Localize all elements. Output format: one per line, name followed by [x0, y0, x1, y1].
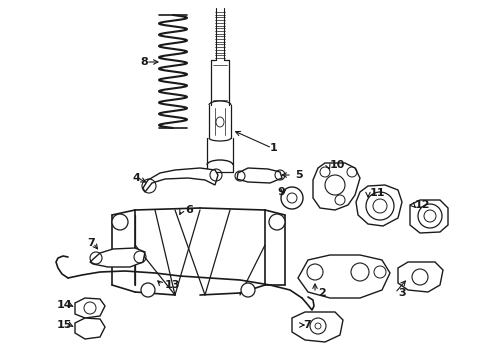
Polygon shape [298, 255, 390, 298]
Circle shape [241, 283, 255, 297]
Polygon shape [143, 168, 218, 192]
Text: 2: 2 [318, 288, 326, 298]
Circle shape [269, 214, 285, 230]
Text: 6: 6 [185, 205, 193, 215]
Polygon shape [75, 318, 105, 339]
Text: 11: 11 [370, 188, 386, 198]
Polygon shape [90, 248, 145, 267]
Text: 10: 10 [330, 160, 345, 170]
Text: 3: 3 [398, 288, 406, 298]
Polygon shape [398, 262, 443, 292]
Circle shape [141, 283, 155, 297]
Text: 12: 12 [415, 200, 431, 210]
Circle shape [112, 214, 128, 230]
Text: 15: 15 [57, 320, 72, 330]
Text: 4: 4 [132, 173, 140, 183]
Text: 7: 7 [303, 320, 311, 330]
Polygon shape [356, 185, 402, 226]
Polygon shape [292, 312, 343, 342]
Text: 1: 1 [270, 143, 278, 153]
Text: 13: 13 [165, 280, 180, 290]
Polygon shape [75, 298, 105, 318]
Text: 7: 7 [87, 238, 95, 248]
Text: 9: 9 [277, 187, 285, 197]
Polygon shape [410, 200, 448, 233]
Text: 8: 8 [140, 57, 148, 67]
Polygon shape [313, 163, 360, 210]
Polygon shape [237, 168, 282, 183]
Text: 14: 14 [56, 300, 72, 310]
Text: 5: 5 [295, 170, 303, 180]
